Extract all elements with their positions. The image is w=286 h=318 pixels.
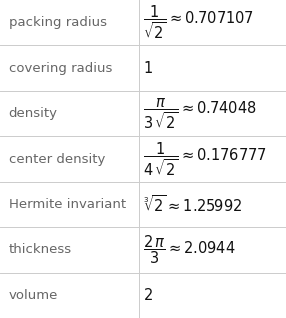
Text: $2$: $2$ bbox=[143, 287, 153, 303]
Text: covering radius: covering radius bbox=[9, 62, 112, 75]
Text: Hermite invariant: Hermite invariant bbox=[9, 198, 126, 211]
Text: $\dfrac{\pi}{3\,\sqrt{2}} \approx 0.74048$: $\dfrac{\pi}{3\,\sqrt{2}} \approx 0.7404… bbox=[143, 96, 257, 131]
Text: $\dfrac{2\,\pi}{3} \approx 2.0944$: $\dfrac{2\,\pi}{3} \approx 2.0944$ bbox=[143, 234, 236, 266]
Text: $1$: $1$ bbox=[143, 60, 153, 76]
Text: $\dfrac{1}{4\,\sqrt{2}} \approx 0.176777$: $\dfrac{1}{4\,\sqrt{2}} \approx 0.176777… bbox=[143, 140, 266, 178]
Text: volume: volume bbox=[9, 289, 58, 302]
Text: packing radius: packing radius bbox=[9, 16, 107, 29]
Text: thickness: thickness bbox=[9, 243, 72, 256]
Text: density: density bbox=[9, 107, 57, 120]
Text: $\dfrac{1}{\sqrt{2}} \approx 0.707107$: $\dfrac{1}{\sqrt{2}} \approx 0.707107$ bbox=[143, 4, 254, 41]
Text: $\sqrt[3]{2} \approx 1.25992$: $\sqrt[3]{2} \approx 1.25992$ bbox=[143, 194, 242, 215]
Text: center density: center density bbox=[9, 153, 105, 165]
